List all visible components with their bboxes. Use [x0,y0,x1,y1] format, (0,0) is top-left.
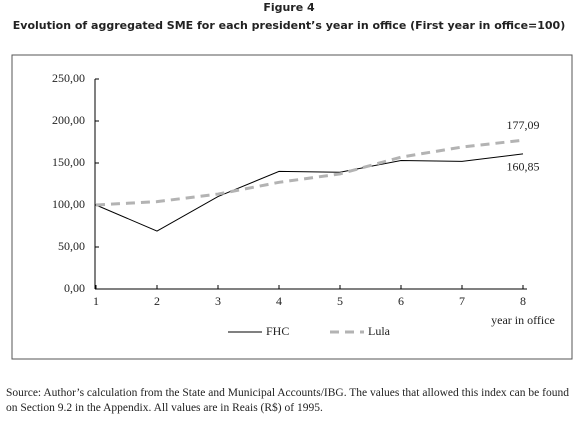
chart-frame [11,54,573,360]
x-tick-label: 4 [276,294,282,308]
x-tick-label: 8 [520,294,526,308]
x-tick-label: 7 [459,294,465,308]
x-tick-label: 5 [337,294,343,308]
y-tick-label: 150,00 [52,155,85,169]
y-tick-label: 200,00 [52,113,85,127]
line-series [95,153,524,232]
data-label: 177,09 [507,118,540,132]
legend-label: Lula [368,324,391,338]
y-tick-label: 250,00 [52,71,85,85]
x-tick-label: 2 [154,294,160,308]
chart-subtitle: Evolution of aggregated SME for each pre… [13,19,565,32]
chart-title: Figure 4 [263,1,315,14]
chart: Figure 4 Evolution of aggregated SME for… [11,1,573,360]
y-tick-label: 100,00 [52,197,85,211]
line-series [95,138,524,207]
y-tick-label: 0,00 [64,281,85,295]
data-label: 160,85 [507,160,540,174]
x-tick-label: 1 [93,294,99,308]
x-axis-label: year in office [491,313,555,327]
source-note: Source: Author’s calculation from the St… [6,387,569,414]
x-tick-label: 6 [398,294,404,308]
legend-label: FHC [266,324,289,338]
x-tick-label: 3 [215,294,221,308]
y-tick-label: 50,00 [58,239,85,253]
